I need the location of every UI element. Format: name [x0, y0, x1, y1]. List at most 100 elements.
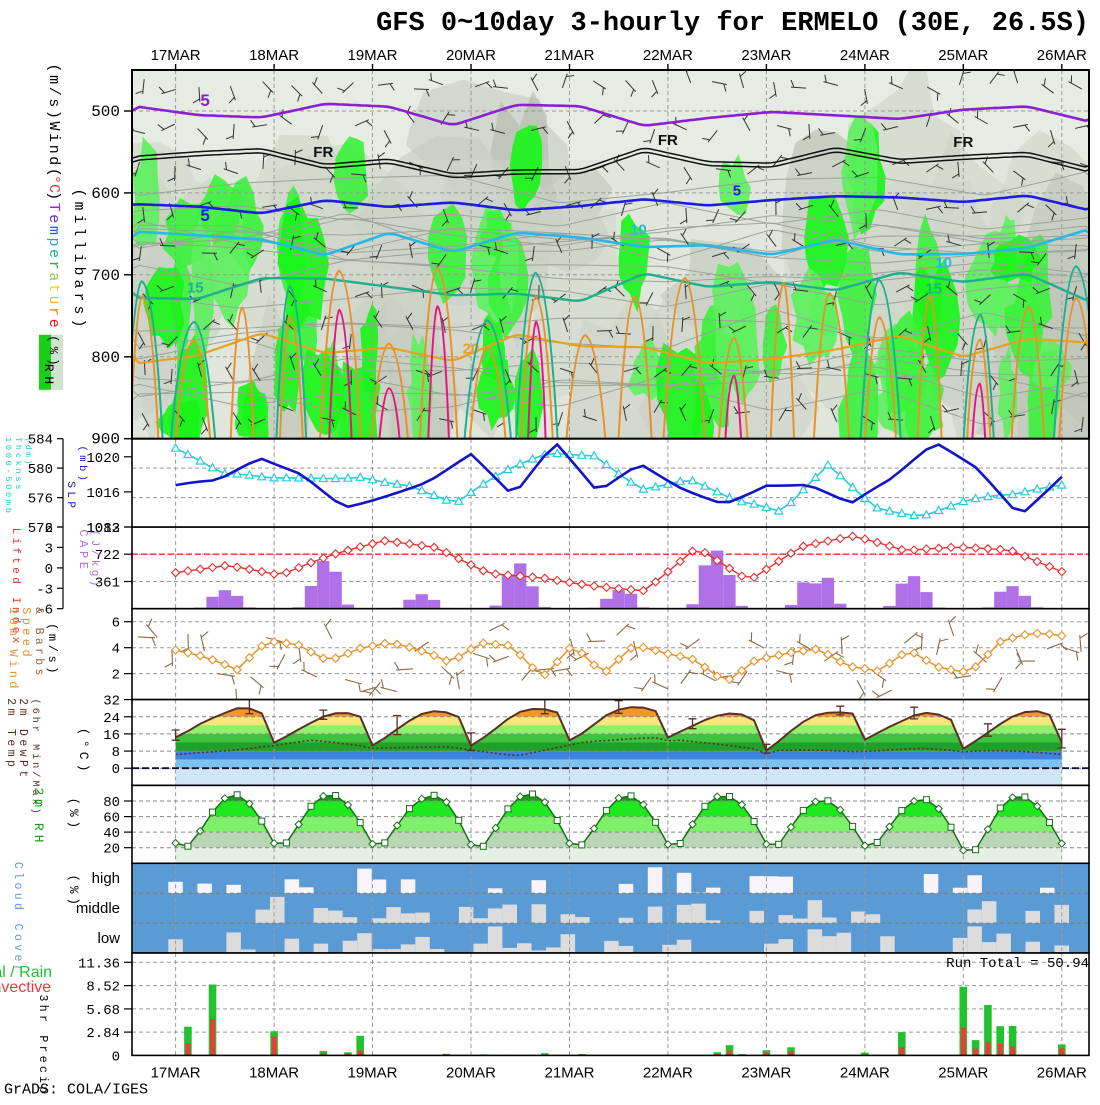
svg-text:5: 5 — [3, 476, 13, 481]
svg-text:l: l — [11, 872, 24, 879]
svg-text:w: w — [16, 750, 29, 757]
svg-text:11.36: 11.36 — [78, 956, 120, 972]
svg-text:): ) — [76, 475, 88, 481]
svg-text:h: h — [36, 1005, 49, 1012]
svg-text:r: r — [45, 307, 62, 316]
svg-text:L: L — [9, 528, 21, 535]
svg-text:22MAR: 22MAR — [643, 1064, 693, 1081]
svg-text:2: 2 — [4, 698, 17, 705]
svg-text:23MAR: 23MAR — [741, 1064, 791, 1081]
svg-text:5: 5 — [200, 91, 209, 110]
svg-text:m: m — [4, 750, 17, 757]
svg-text:i: i — [29, 753, 41, 759]
svg-text:i: i — [6, 660, 20, 667]
svg-text:b: b — [32, 658, 45, 665]
svg-text:J: J — [88, 540, 100, 547]
svg-text:low: low — [97, 930, 120, 947]
svg-text:900: 900 — [91, 431, 120, 449]
svg-text:17MAR: 17MAR — [151, 1064, 201, 1081]
svg-text:e: e — [36, 1056, 49, 1063]
svg-text:40: 40 — [103, 826, 120, 842]
svg-text:E: E — [76, 562, 90, 569]
svg-text:18MAR: 18MAR — [249, 1064, 299, 1081]
svg-text:C: C — [76, 752, 91, 760]
svg-text:d: d — [45, 156, 62, 165]
svg-text:b: b — [70, 267, 86, 276]
svg-text:3: 3 — [45, 541, 53, 557]
svg-text:s: s — [32, 668, 45, 675]
svg-text:P: P — [16, 760, 29, 767]
svg-text:22MAR: 22MAR — [643, 47, 693, 64]
svg-text:B: B — [32, 628, 45, 635]
svg-text:): ) — [88, 580, 100, 587]
svg-text:D: D — [16, 729, 29, 736]
svg-text:0: 0 — [3, 484, 13, 489]
svg-text:1012: 1012 — [86, 521, 120, 537]
svg-text:p: p — [45, 237, 62, 246]
svg-text:19MAR: 19MAR — [347, 1064, 397, 1081]
svg-text:T: T — [45, 203, 62, 212]
svg-text:0: 0 — [3, 492, 13, 497]
svg-text:576: 576 — [28, 492, 53, 508]
svg-text:m: m — [4, 708, 17, 715]
svg-text:0: 0 — [3, 461, 13, 466]
svg-text:&: & — [32, 607, 45, 614]
svg-text:i: i — [45, 133, 62, 142]
svg-text:0: 0 — [6, 618, 20, 625]
svg-text:(: ( — [29, 699, 41, 705]
svg-text:(: ( — [46, 335, 60, 342]
svg-text:572: 572 — [28, 521, 53, 537]
svg-text:a: a — [70, 280, 86, 289]
svg-text:m: m — [16, 708, 29, 715]
svg-text:FR: FR — [313, 144, 333, 161]
svg-text:f: f — [9, 547, 21, 554]
svg-text:d: d — [23, 445, 32, 450]
svg-text:e: e — [19, 628, 33, 635]
svg-text:580: 580 — [28, 462, 53, 478]
svg-text:0: 0 — [112, 1049, 120, 1065]
svg-text:20MAR: 20MAR — [446, 47, 496, 64]
svg-text:k: k — [13, 461, 23, 466]
svg-text:u: u — [45, 295, 62, 304]
svg-text:FR: FR — [953, 134, 973, 151]
svg-text:k: k — [88, 560, 100, 567]
svg-text:r: r — [36, 1015, 49, 1022]
svg-text:2: 2 — [112, 668, 120, 684]
svg-text:2: 2 — [31, 787, 46, 795]
svg-text:16: 16 — [103, 728, 120, 744]
svg-text:25MAR: 25MAR — [938, 47, 988, 64]
svg-text:T: T — [4, 729, 17, 736]
svg-text:P: P — [36, 1035, 49, 1042]
svg-text:m: m — [3, 500, 13, 505]
svg-text:p: p — [19, 618, 33, 625]
svg-text:n: n — [29, 762, 40, 768]
svg-text:b: b — [3, 508, 13, 513]
svg-text:W: W — [6, 649, 20, 657]
svg-text:s: s — [45, 98, 62, 107]
svg-text:(: ( — [70, 189, 86, 198]
svg-text:23MAR: 23MAR — [741, 47, 791, 64]
svg-text:/: / — [45, 87, 62, 96]
svg-text:v: v — [11, 944, 24, 951]
svg-text:10: 10 — [630, 221, 647, 238]
svg-text:e: e — [9, 567, 21, 574]
svg-text:n: n — [6, 671, 20, 678]
svg-text:24MAR: 24MAR — [840, 1064, 890, 1081]
svg-text:(: ( — [45, 623, 59, 630]
svg-text:32: 32 — [103, 694, 120, 710]
svg-text:2: 2 — [16, 698, 29, 705]
svg-text:-3: -3 — [36, 582, 53, 598]
svg-text:1: 1 — [3, 437, 13, 442]
svg-text:8.52: 8.52 — [86, 980, 120, 996]
svg-text:middle: middle — [76, 900, 120, 917]
svg-text:15: 15 — [187, 279, 204, 296]
svg-text:s: s — [70, 306, 86, 315]
svg-text:c: c — [36, 1066, 49, 1073]
svg-text:%: % — [66, 886, 80, 894]
svg-text:n: n — [13, 469, 23, 474]
svg-text:%: % — [46, 347, 60, 355]
svg-text:r: r — [36, 1046, 49, 1053]
svg-text:26MAR: 26MAR — [1037, 47, 1087, 64]
svg-text:a: a — [32, 638, 45, 645]
svg-text:1020: 1020 — [86, 451, 120, 467]
